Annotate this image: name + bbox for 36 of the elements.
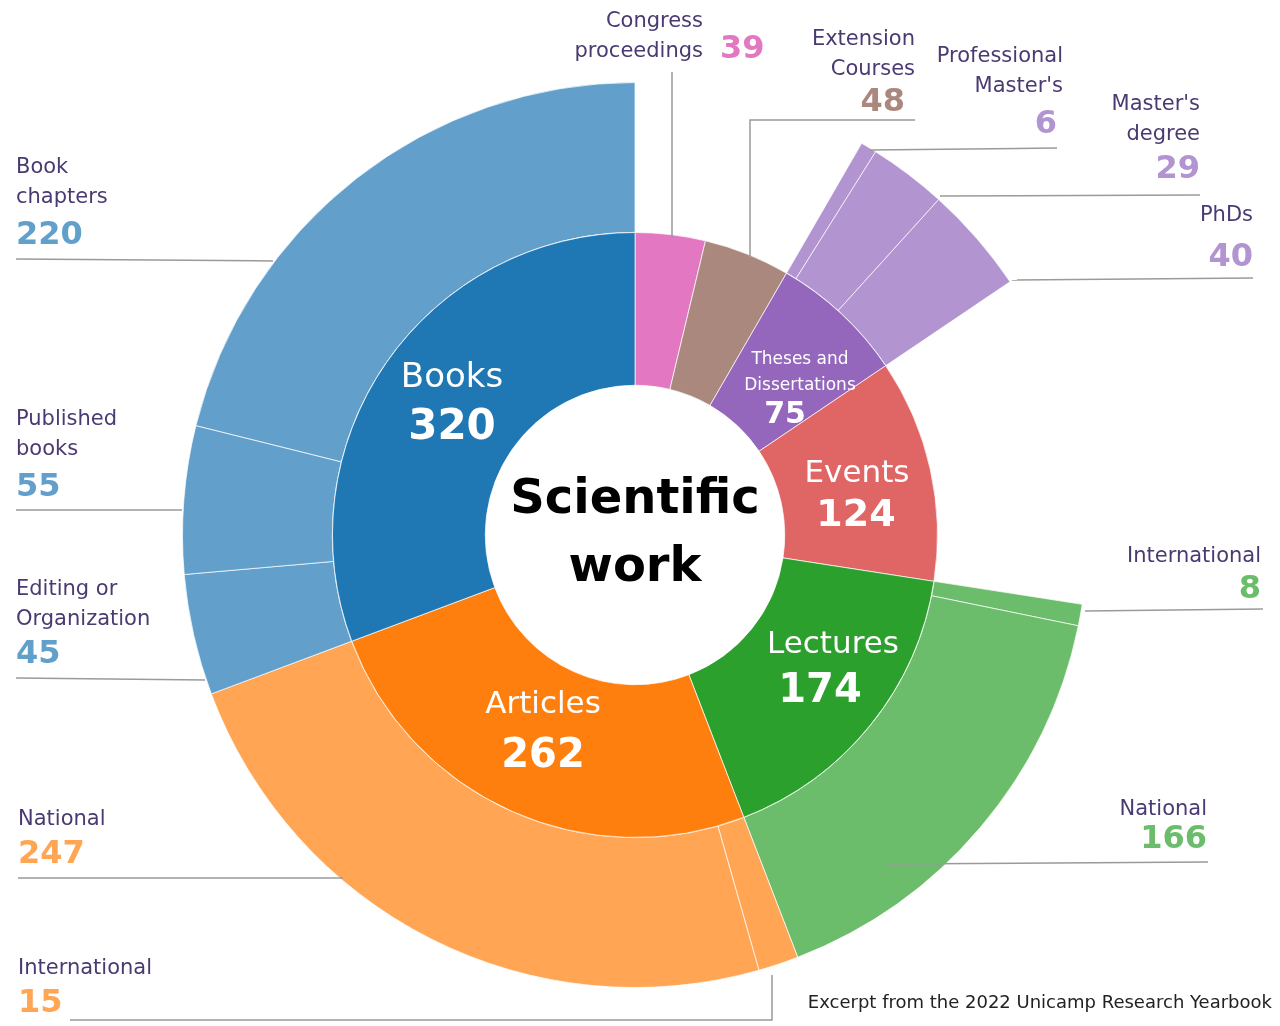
data-label: 15: [18, 982, 63, 1021]
data-label: 247: [18, 833, 85, 872]
slice-label: Professional Master's: [936, 43, 1063, 98]
slice-label: Books: [400, 354, 504, 395]
slice-label: Articles: [485, 684, 601, 721]
data-label: 220: [16, 214, 83, 253]
slice-label: National: [1119, 796, 1207, 821]
data-label: 45: [16, 633, 61, 672]
data-label: 166: [1140, 818, 1207, 857]
slice-label: Congress proceedings: [574, 8, 703, 63]
slice-label: Lectures: [767, 624, 899, 661]
data-label: 8: [1238, 568, 1261, 607]
data-label: 124: [816, 490, 896, 535]
data-label: 55: [16, 466, 61, 505]
slice-label: PhDs: [1199, 202, 1253, 227]
slice-label: Master's degree: [1111, 91, 1200, 146]
text: Excerpt from the 2022 Unicamp Research Yearbook: [807, 990, 1273, 1012]
data-label: 262: [501, 730, 585, 777]
data-label: 6: [1034, 103, 1057, 142]
slice-label: International: [18, 955, 153, 980]
slice-label: Events: [804, 453, 910, 490]
text: Scientific work: [510, 468, 760, 593]
data-label: 40: [1208, 236, 1253, 275]
data-label: 39: [720, 28, 765, 67]
data-label: 75: [764, 394, 806, 430]
slice-label: Theses and Dissertations: [744, 348, 856, 395]
slice-label: National: [18, 806, 106, 831]
data-label: 29: [1155, 148, 1200, 187]
slice-label: Book chapters: [16, 154, 108, 209]
data-label: 48: [860, 81, 905, 120]
slice-label: Extension Courses: [811, 26, 915, 81]
slice-label: Published books: [16, 406, 118, 461]
data-label: 320: [408, 399, 496, 449]
slice-label: International: [1126, 543, 1261, 568]
data-label: 174: [778, 665, 862, 712]
slice-label: Editing or Organization: [16, 576, 151, 631]
